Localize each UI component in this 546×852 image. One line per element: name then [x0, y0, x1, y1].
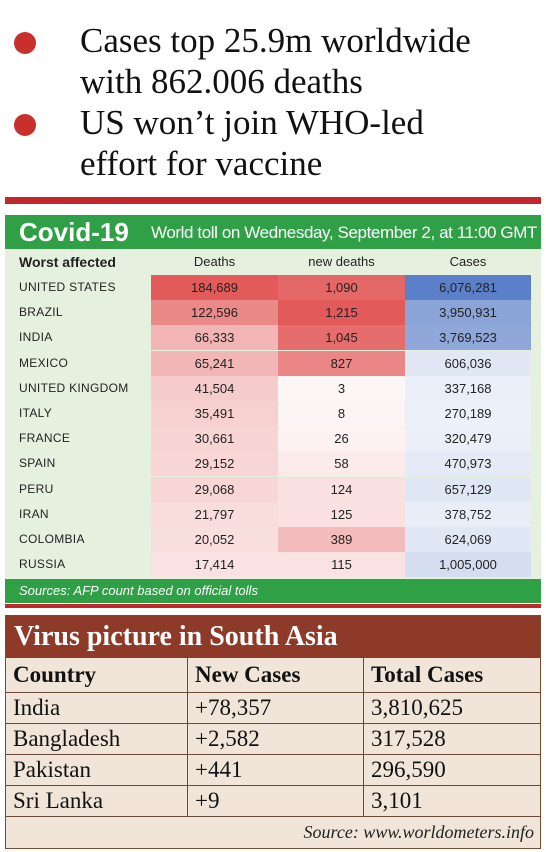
new-deaths-cell: 389 [278, 527, 405, 552]
column-header-deaths: Deaths [193, 254, 236, 269]
bullet-dot-icon [14, 114, 36, 136]
new-deaths-cell: 58 [278, 451, 405, 477]
headline-line: effort for vaccine [80, 144, 323, 183]
headline-line: Cases top 25.9m worldwide [80, 21, 471, 60]
headline-bullets: Cases top 25.9m worldwide with 862.006 d… [0, 0, 546, 192]
new-cases-cell: +78,357 [188, 693, 364, 723]
bullet-dot-icon [14, 32, 36, 54]
country-label: FRANCE [19, 431, 71, 446]
new-deaths-cell: 115 [278, 552, 405, 578]
covid-title: Covid-19 [19, 217, 129, 247]
deaths-cell: 66,333 [151, 325, 278, 351]
cases-cell: 3,950,931 [405, 300, 531, 326]
new-cases-cell: +2,582 [188, 724, 364, 754]
new-deaths-cell: 125 [278, 501, 405, 527]
country-label: SPAIN [19, 456, 56, 471]
country-label: PERU [19, 481, 54, 496]
headline-text: US won’t join WHO-led effort for vaccine [80, 102, 424, 184]
cases-cell: 3,769,523 [405, 325, 531, 351]
column-header-country: Country [6, 658, 188, 692]
row-header-label: Worst affected [19, 254, 116, 270]
deaths-cell: 21,797 [151, 501, 278, 527]
deaths-cell: 35,491 [151, 401, 278, 426]
deaths-cell: 29,068 [151, 476, 278, 502]
table-row: Bangladesh +2,582 317,528 [6, 724, 540, 755]
total-cases-cell: 3,810,625 [371, 695, 463, 720]
country-cell: Pakistan [6, 755, 188, 785]
country-label: BRAZIL [19, 305, 63, 320]
deaths-cell: 122,596 [151, 300, 278, 326]
table-row: Pakistan +441 296,590 [6, 755, 540, 786]
country-cell: Bangladesh [6, 724, 188, 754]
new-deaths-cell: 3 [278, 375, 405, 401]
country-cell: Sri Lanka [6, 786, 188, 816]
south-asia-title: Virus picture in South Asia [14, 621, 338, 652]
column-header-total-cases: Total Cases [371, 662, 484, 687]
table-row: India +78,357 3,810,625 [6, 693, 540, 724]
new-deaths-cell: 827 [278, 350, 405, 376]
new-deaths-cell: 26 [278, 426, 405, 452]
new-cases-cell: +9 [188, 786, 364, 816]
country-label: INDIA [19, 330, 53, 345]
covid-source-text: Sources: AFP count based on official tol… [19, 583, 258, 598]
column-header-new-cases: New Cases [188, 658, 364, 692]
country-label: UNITED STATES [19, 280, 116, 294]
country-label: UNITED KINGDOM [19, 380, 129, 395]
cases-cell: 470,973 [405, 451, 531, 477]
deaths-cell: 29,152 [151, 451, 278, 477]
covid-source-bar: Sources: AFP count based on official tol… [5, 579, 541, 603]
total-cases-cell: 317,528 [371, 726, 446, 751]
cases-cell: 320,479 [405, 426, 531, 452]
deaths-cell: 20,052 [151, 527, 278, 552]
divider-rule [5, 604, 541, 608]
cases-cell: 337,168 [405, 375, 531, 401]
cases-cell: 624,069 [405, 527, 531, 552]
new-deaths-cell: 1,045 [278, 325, 405, 351]
covid-header-bar: Covid-19 World toll on Wednesday, Septem… [5, 215, 541, 249]
headline-item: Cases top 25.9m worldwide with 862.006 d… [14, 20, 471, 102]
deaths-cell: 17,414 [151, 552, 278, 578]
deaths-cell: 184,689 [151, 275, 278, 300]
country-cell: India [6, 693, 188, 723]
new-deaths-cell: 8 [278, 401, 405, 426]
country-label: RUSSIA [19, 557, 66, 572]
column-header-new-deaths: new deaths [308, 254, 375, 269]
country-label: COLOMBIA [19, 532, 85, 546]
headline-text: Cases top 25.9m worldwide with 862.006 d… [80, 20, 471, 102]
table-row: Sri Lanka +9 3,101 [6, 786, 540, 817]
headline-line: with 862.006 deaths [80, 62, 363, 101]
new-deaths-cell: 1,215 [278, 300, 405, 326]
divider-rule [5, 197, 541, 204]
deaths-cell: 65,241 [151, 350, 278, 376]
deaths-cell: 41,504 [151, 375, 278, 401]
covid-toll-table: Covid-19 World toll on Wednesday, Septem… [5, 215, 541, 603]
country-label: IRAN [19, 506, 49, 521]
headline-item: US won’t join WHO-led effort for vaccine [14, 102, 424, 184]
new-deaths-cell: 1,090 [278, 275, 405, 300]
total-cases-cell: 296,590 [371, 757, 446, 782]
headline-line: US won’t join WHO-led [80, 103, 424, 142]
cases-cell: 1,005,000 [405, 552, 531, 578]
new-cases-cell: +441 [188, 755, 364, 785]
south-asia-table: Virus picture in South Asia Country New … [5, 615, 541, 849]
south-asia-header-row: Country New Cases Total Cases [6, 658, 540, 693]
deaths-cell: 30,661 [151, 426, 278, 452]
cases-cell: 270,189 [405, 401, 531, 426]
south-asia-source: Source: www.worldometers.info [303, 822, 535, 842]
covid-subtitle: World toll on Wednesday, September 2, at… [151, 223, 537, 242]
cases-cell: 378,752 [405, 501, 531, 527]
total-cases-cell: 3,101 [371, 788, 423, 813]
column-header-cases: Cases [449, 254, 487, 269]
south-asia-title-bar: Virus picture in South Asia [6, 616, 540, 658]
new-deaths-cell: 124 [278, 476, 405, 502]
country-label: MEXICO [19, 355, 69, 370]
country-label: ITALY [19, 406, 53, 420]
cases-cell: 606,036 [405, 350, 531, 376]
cases-cell: 657,129 [405, 476, 531, 502]
cases-cell: 6,076,281 [405, 275, 531, 300]
